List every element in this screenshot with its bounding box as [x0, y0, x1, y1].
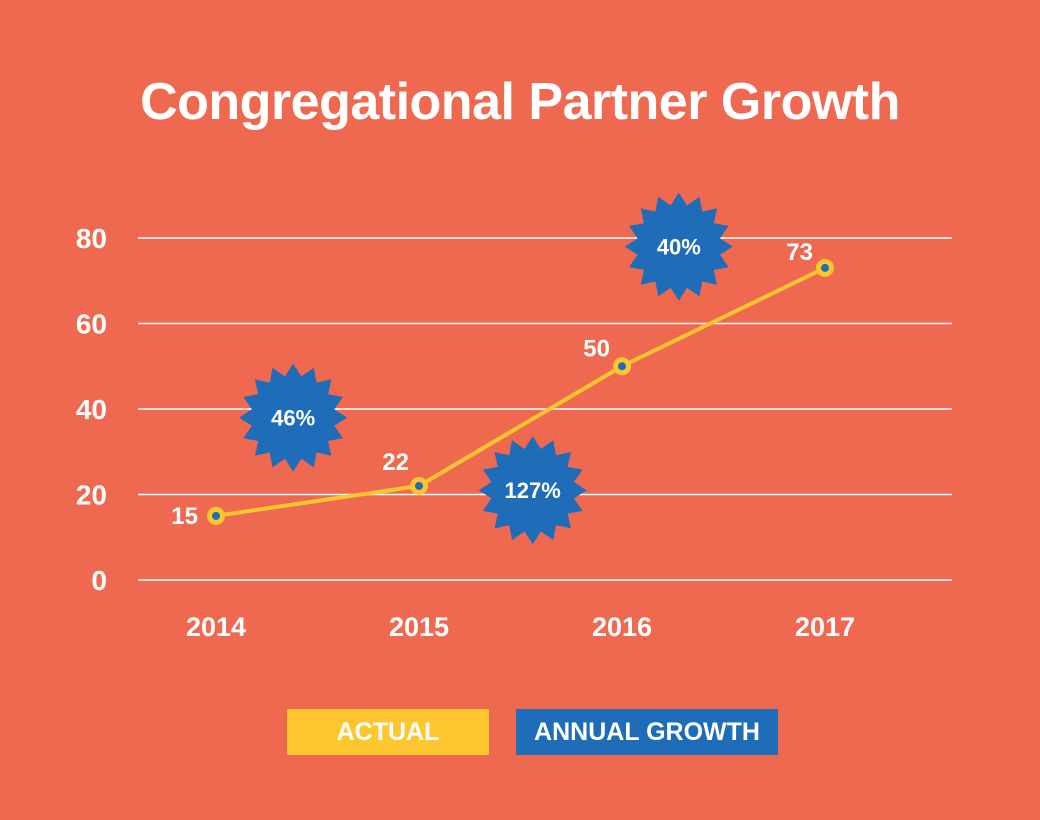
y-tick-label: 40: [76, 394, 107, 425]
legend-annual-growth: ANNUAL GROWTH: [516, 709, 778, 755]
y-axis-ticks: 0 20 40 60 80: [76, 223, 107, 596]
x-tick-label: 2015: [389, 612, 449, 642]
annual-growth-label: 40%: [657, 235, 701, 260]
data-label-layer: 15 22 50 73: [171, 239, 813, 530]
actual-point-center: [618, 362, 626, 371]
actual-data-label: 50: [583, 335, 610, 362]
x-tick-label: 2017: [795, 612, 855, 642]
y-tick-label: 20: [76, 480, 107, 511]
actual-series-line: [215, 266, 826, 518]
actual-data-label: 15: [171, 503, 198, 530]
legend-annual-growth-label: ANNUAL GROWTH: [534, 717, 760, 746]
legend-actual-label: ACTUAL: [336, 717, 440, 746]
actual-data-label: 22: [382, 449, 409, 476]
actual-point-center: [212, 511, 220, 520]
annual-growth-label: 127%: [505, 478, 561, 503]
y-tick-label: 60: [76, 309, 107, 340]
annual-growth-burst: [478, 436, 587, 545]
annual-growth-layer: 46% 127% 40%: [239, 192, 733, 545]
actual-point-center: [821, 263, 829, 272]
annual-growth-label: 46%: [271, 406, 315, 431]
chart-title: Congregational Partner Growth: [140, 73, 900, 131]
y-tick-label: 0: [91, 565, 107, 596]
actual-point-center: [415, 481, 423, 490]
y-tick-label: 80: [76, 223, 107, 254]
annual-growth-burst: [624, 192, 733, 301]
legend-actual: ACTUAL: [287, 709, 489, 755]
x-tick-label: 2016: [592, 612, 652, 642]
x-axis-ticks: 2014 2015 2016 2017: [186, 612, 855, 642]
annual-growth-burst: [239, 363, 348, 472]
actual-data-label: 73: [786, 239, 813, 266]
x-tick-label: 2014: [186, 612, 246, 642]
actual-series-layer: [207, 258, 834, 525]
